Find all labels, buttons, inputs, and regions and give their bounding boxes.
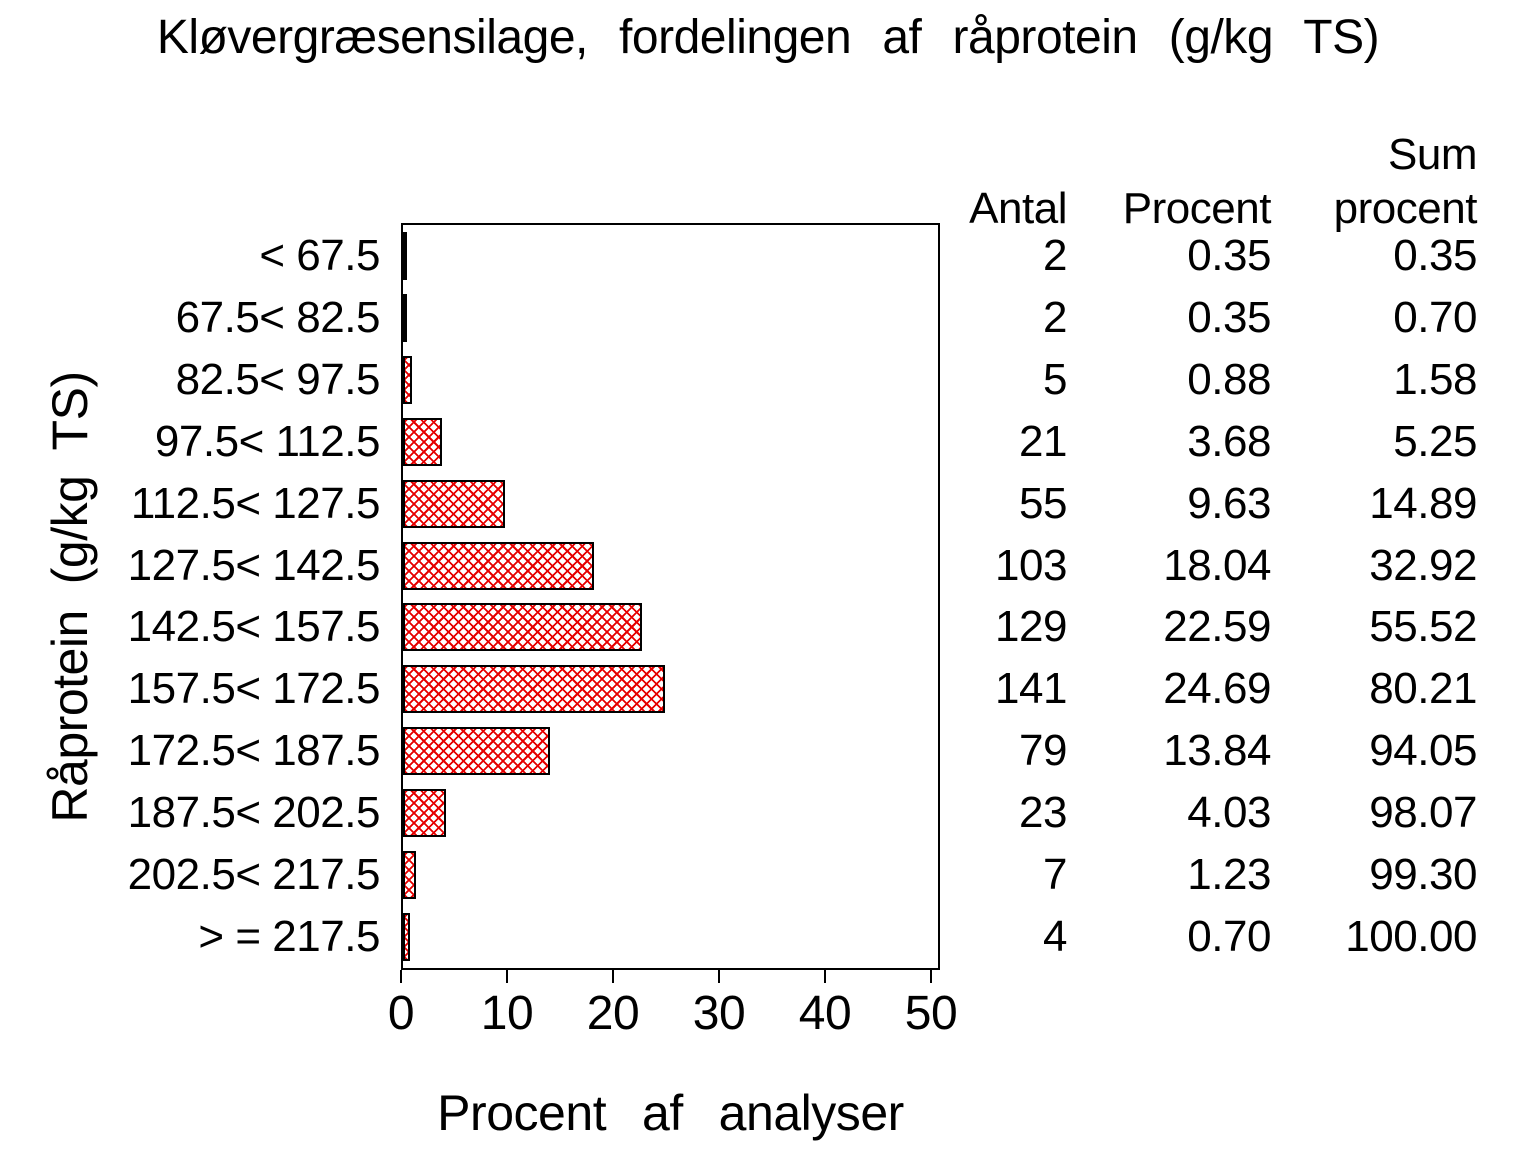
antal-value-9: 23 bbox=[1019, 788, 1067, 838]
x-tick-label-30: 30 bbox=[692, 987, 746, 1040]
histogram-bar-6 bbox=[403, 603, 642, 652]
histogram-bar-4 bbox=[403, 479, 505, 528]
x-tick-10 bbox=[506, 970, 508, 983]
y-category-label-1: 67.5< 82.5 bbox=[175, 292, 381, 342]
histogram-bar-3 bbox=[403, 417, 442, 466]
table-column-procent: 0.35 0.35 0.88 3.68 9.63 18.04 22.59 24.69 13.84… bbox=[1031, 223, 1271, 970]
antal-value-2: 5 bbox=[1043, 354, 1067, 404]
sum-procent-value-6: 55.52 bbox=[1369, 602, 1477, 652]
sum-procent-value-3: 5.25 bbox=[1393, 416, 1477, 466]
x-tick-label-40: 40 bbox=[798, 987, 852, 1040]
x-axis-title: Procent af analyser bbox=[437, 1085, 904, 1141]
table-column-antal: 2 2 5 21 55 103 129 141 79 23 7 4 bbox=[827, 223, 1067, 970]
histogram-bar-5 bbox=[403, 541, 594, 590]
x-tick-label-10: 10 bbox=[480, 987, 534, 1040]
procent-value-7: 24.69 bbox=[1163, 664, 1271, 714]
sum-procent-value-4: 14.89 bbox=[1369, 478, 1477, 528]
chart-title: Kløvergræsensilage, fordelingen af råpro… bbox=[156, 11, 1380, 64]
procent-value-1: 0.35 bbox=[1187, 292, 1271, 342]
histogram-bar-7 bbox=[403, 665, 665, 714]
procent-value-8: 13.84 bbox=[1163, 726, 1271, 776]
y-category-label-10: 202.5< 217.5 bbox=[127, 850, 381, 900]
procent-value-11: 0.70 bbox=[1187, 912, 1271, 962]
x-tick-40 bbox=[824, 970, 826, 983]
histogram-bar-8 bbox=[403, 727, 550, 776]
procent-value-3: 3.68 bbox=[1187, 416, 1271, 466]
antal-value-10: 7 bbox=[1043, 850, 1067, 900]
y-category-label-11: > = 217.5 bbox=[198, 912, 380, 962]
x-tick-20 bbox=[612, 970, 614, 983]
sum-procent-value-11: 100.00 bbox=[1345, 912, 1477, 962]
histogram-bar-2 bbox=[403, 355, 412, 404]
sum-procent-value-7: 80.21 bbox=[1369, 664, 1477, 714]
y-category-label-9: 187.5< 202.5 bbox=[127, 788, 381, 838]
histogram-bar-9 bbox=[403, 789, 446, 838]
x-tick-label-50: 50 bbox=[904, 987, 958, 1040]
antal-value-8: 79 bbox=[1019, 726, 1067, 776]
antal-value-1: 2 bbox=[1043, 292, 1067, 342]
x-tick-30 bbox=[718, 970, 720, 983]
y-axis-category-labels: < 67.5 67.5< 82.5 82.5< 97.5 97.5< 112.5 112… bbox=[0, 223, 381, 970]
table-header-sum-line2: procent bbox=[1333, 184, 1478, 233]
histogram-bar-10 bbox=[403, 851, 416, 900]
antal-value-7: 141 bbox=[995, 664, 1067, 714]
table-column-sum-procent: 0.35 0.70 1.58 5.25 14.89 32.92 55.52 80.21 94.0… bbox=[1237, 223, 1477, 970]
y-category-label-2: 82.5< 97.5 bbox=[175, 354, 381, 404]
histogram-bar-1 bbox=[403, 293, 407, 342]
x-tick-label-0: 0 bbox=[387, 987, 415, 1040]
sum-procent-value-1: 0.70 bbox=[1393, 292, 1477, 342]
procent-value-9: 4.03 bbox=[1187, 788, 1271, 838]
procent-value-6: 22.59 bbox=[1163, 602, 1271, 652]
procent-value-0: 0.35 bbox=[1187, 230, 1271, 280]
x-tick-0 bbox=[400, 970, 402, 983]
y-category-label-6: 142.5< 157.5 bbox=[127, 602, 381, 652]
y-category-label-3: 97.5< 112.5 bbox=[154, 416, 381, 466]
y-category-label-7: 157.5< 172.5 bbox=[127, 664, 381, 714]
sum-procent-value-8: 94.05 bbox=[1369, 726, 1477, 776]
procent-value-5: 18.04 bbox=[1163, 540, 1271, 590]
table-header-procent: Procent bbox=[1122, 184, 1272, 233]
antal-value-11: 4 bbox=[1043, 912, 1067, 962]
plot-frame bbox=[401, 223, 940, 970]
procent-value-4: 9.63 bbox=[1187, 478, 1271, 528]
table-header-antal: Antal bbox=[969, 184, 1067, 233]
sum-procent-value-10: 99.30 bbox=[1369, 850, 1477, 900]
histogram-bar-0 bbox=[403, 231, 407, 280]
histogram-bar-11 bbox=[403, 913, 410, 962]
sum-procent-value-2: 1.58 bbox=[1393, 354, 1477, 404]
antal-value-0: 2 bbox=[1043, 230, 1067, 280]
x-tick-50 bbox=[930, 970, 932, 983]
y-category-label-5: 127.5< 142.5 bbox=[127, 540, 381, 590]
antal-value-5: 103 bbox=[995, 540, 1067, 590]
sum-procent-value-0: 0.35 bbox=[1393, 230, 1477, 280]
y-category-label-8: 172.5< 187.5 bbox=[127, 726, 381, 776]
sum-procent-value-5: 32.92 bbox=[1369, 540, 1477, 590]
antal-value-4: 55 bbox=[1019, 478, 1067, 528]
antal-value-3: 21 bbox=[1019, 416, 1067, 466]
procent-value-10: 1.23 bbox=[1187, 850, 1271, 900]
y-category-label-4: 112.5< 127.5 bbox=[130, 478, 381, 528]
antal-value-6: 129 bbox=[995, 602, 1067, 652]
x-tick-label-20: 20 bbox=[586, 987, 640, 1040]
table-header-sum-line1: Sum bbox=[1387, 130, 1478, 179]
sum-procent-value-9: 98.07 bbox=[1369, 788, 1477, 838]
y-category-label-0: < 67.5 bbox=[259, 230, 380, 280]
procent-value-2: 0.88 bbox=[1187, 354, 1271, 404]
